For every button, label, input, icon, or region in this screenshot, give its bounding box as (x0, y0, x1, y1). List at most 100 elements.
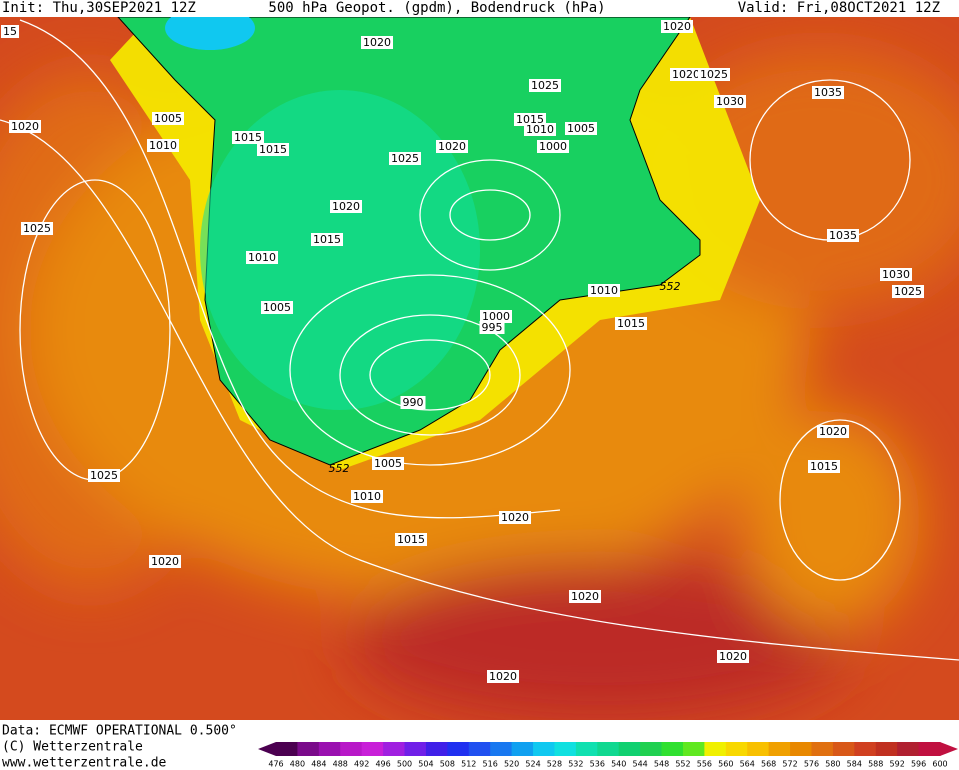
isobar-label-bg (714, 95, 746, 108)
legend-tick-label: 536 (590, 760, 605, 769)
legend-tick-label: 496 (375, 760, 390, 769)
isobar-label: 1015 (259, 143, 287, 156)
legend-swatch (875, 742, 898, 756)
legend-swatch (747, 742, 770, 756)
isobar-label: 1030 (882, 268, 910, 281)
isobar-label-bg (400, 396, 426, 409)
isobar-label-bg (808, 460, 840, 473)
isobar-label: 1000 (482, 310, 510, 323)
contour-label: 552 (660, 280, 681, 293)
isobar-label-bg (514, 113, 546, 126)
legend-swatch (811, 742, 834, 756)
footer-data: Data: ECMWF OPERATIONAL 0.500° (2, 724, 237, 739)
legend-tick-label: 528 (547, 760, 562, 769)
contour-label: 552 (329, 462, 350, 475)
isobar-label: 1015 (516, 113, 544, 126)
isobar-label: 1020 (363, 36, 391, 49)
isobar-label: 1025 (531, 79, 559, 92)
legend-swatch (511, 742, 534, 756)
legend-swatch (297, 742, 320, 756)
legend-tick-label: 576 (804, 760, 819, 769)
isobar-label-bg (615, 317, 647, 330)
legend-swatch (661, 742, 684, 756)
legend-swatch (575, 742, 598, 756)
legend-swatch (682, 742, 705, 756)
legend-tick-label: 508 (440, 760, 455, 769)
legend-tick-label: 596 (911, 760, 926, 769)
legend-swatch (490, 742, 513, 756)
isobar-label: 1015 (810, 460, 838, 473)
isobar-label-bg (436, 140, 468, 153)
isobar-label-bg (147, 139, 179, 152)
isobar-label: 1035 (814, 86, 842, 99)
isobar-label: 1015 (234, 131, 262, 144)
isobar-label-bg (661, 20, 693, 33)
legend-tick-label: 556 (697, 760, 712, 769)
legend-swatch (361, 742, 384, 756)
isobar-label: 1005 (374, 457, 402, 470)
legend-swatch (340, 742, 363, 756)
legend-swatch (768, 742, 791, 756)
isobar-label-bg (395, 533, 427, 546)
legend-tick-label: 492 (354, 760, 369, 769)
isobar-label-bg (330, 200, 362, 213)
isobar-label: 1015 (313, 233, 341, 246)
isobar-label: 1005 (263, 301, 291, 314)
isobar-label-bg (827, 229, 859, 242)
isobar-label-bg (817, 425, 849, 438)
legend-swatch (725, 742, 748, 756)
isobar-label: 1010 (149, 139, 177, 152)
legend-tick-label: 588 (868, 760, 883, 769)
footer-url: www.wetterzentrale.de (2, 756, 167, 770)
legend-swatch (404, 742, 427, 756)
legend-swatch (425, 742, 448, 756)
isobar-label-bg (480, 310, 512, 323)
legend-tick-label: 564 (740, 760, 755, 769)
isobar-label-bg (588, 284, 620, 297)
legend-tick-label: 572 (782, 760, 797, 769)
isobar-label: 1020 (571, 590, 599, 603)
isobar-label: 1025 (894, 285, 922, 298)
legend-tick-label: 584 (847, 760, 862, 769)
legend-tick-label: 532 (568, 760, 583, 769)
isobar-label: 1035 (829, 229, 857, 242)
isobar-label-bg (698, 68, 730, 81)
valid-text: Valid: Fri,08OCT2021 12Z (738, 0, 940, 16)
legend-tick-label: 520 (504, 760, 519, 769)
isobar-label: 1020 (151, 555, 179, 568)
isobar-label: 1030 (716, 95, 744, 108)
isobar-label: 1025 (90, 469, 118, 482)
isobar-label: 1010 (526, 123, 554, 136)
isobar-label: 1005 (154, 112, 182, 125)
isobar-label-bg (524, 123, 556, 136)
legend-tick-label: 580 (825, 760, 840, 769)
isobar-label-bg (261, 301, 293, 314)
legend-swatch (790, 742, 812, 756)
legend-swatch (897, 742, 920, 756)
isobar-label-bg (232, 131, 264, 144)
isobar-label: 1020 (501, 511, 529, 524)
map-title: 500 hPa Geopot. (gpdm), Bodendruck (hPa) (268, 0, 605, 16)
legend-tick-label: 592 (890, 760, 905, 769)
legend-tick-label: 488 (333, 760, 348, 769)
legend-tick-label: 568 (761, 760, 776, 769)
isobar-label: 1020 (489, 670, 517, 683)
isobar-label-bg (529, 79, 561, 92)
isobar-label: 1020 (819, 425, 847, 438)
isobar-label: 1020 (438, 140, 466, 153)
legend-tick-label: 512 (461, 760, 476, 769)
isobar-label: 1025 (391, 152, 419, 165)
isobar-label: 990 (403, 396, 424, 409)
isobar-label-bg (565, 122, 597, 135)
legend-swatch (554, 742, 577, 756)
legend-tick-label: 544 (632, 760, 647, 769)
isobar-label: 1005 (567, 122, 595, 135)
isobar-label-bg (892, 285, 924, 298)
isobar-label-bg (257, 143, 289, 156)
legend-swatch (918, 742, 941, 756)
legend-swatch (468, 742, 491, 756)
legend-swatch (318, 742, 341, 756)
isobar-label: 1010 (248, 251, 276, 264)
isobar-label-bg (1, 25, 19, 38)
